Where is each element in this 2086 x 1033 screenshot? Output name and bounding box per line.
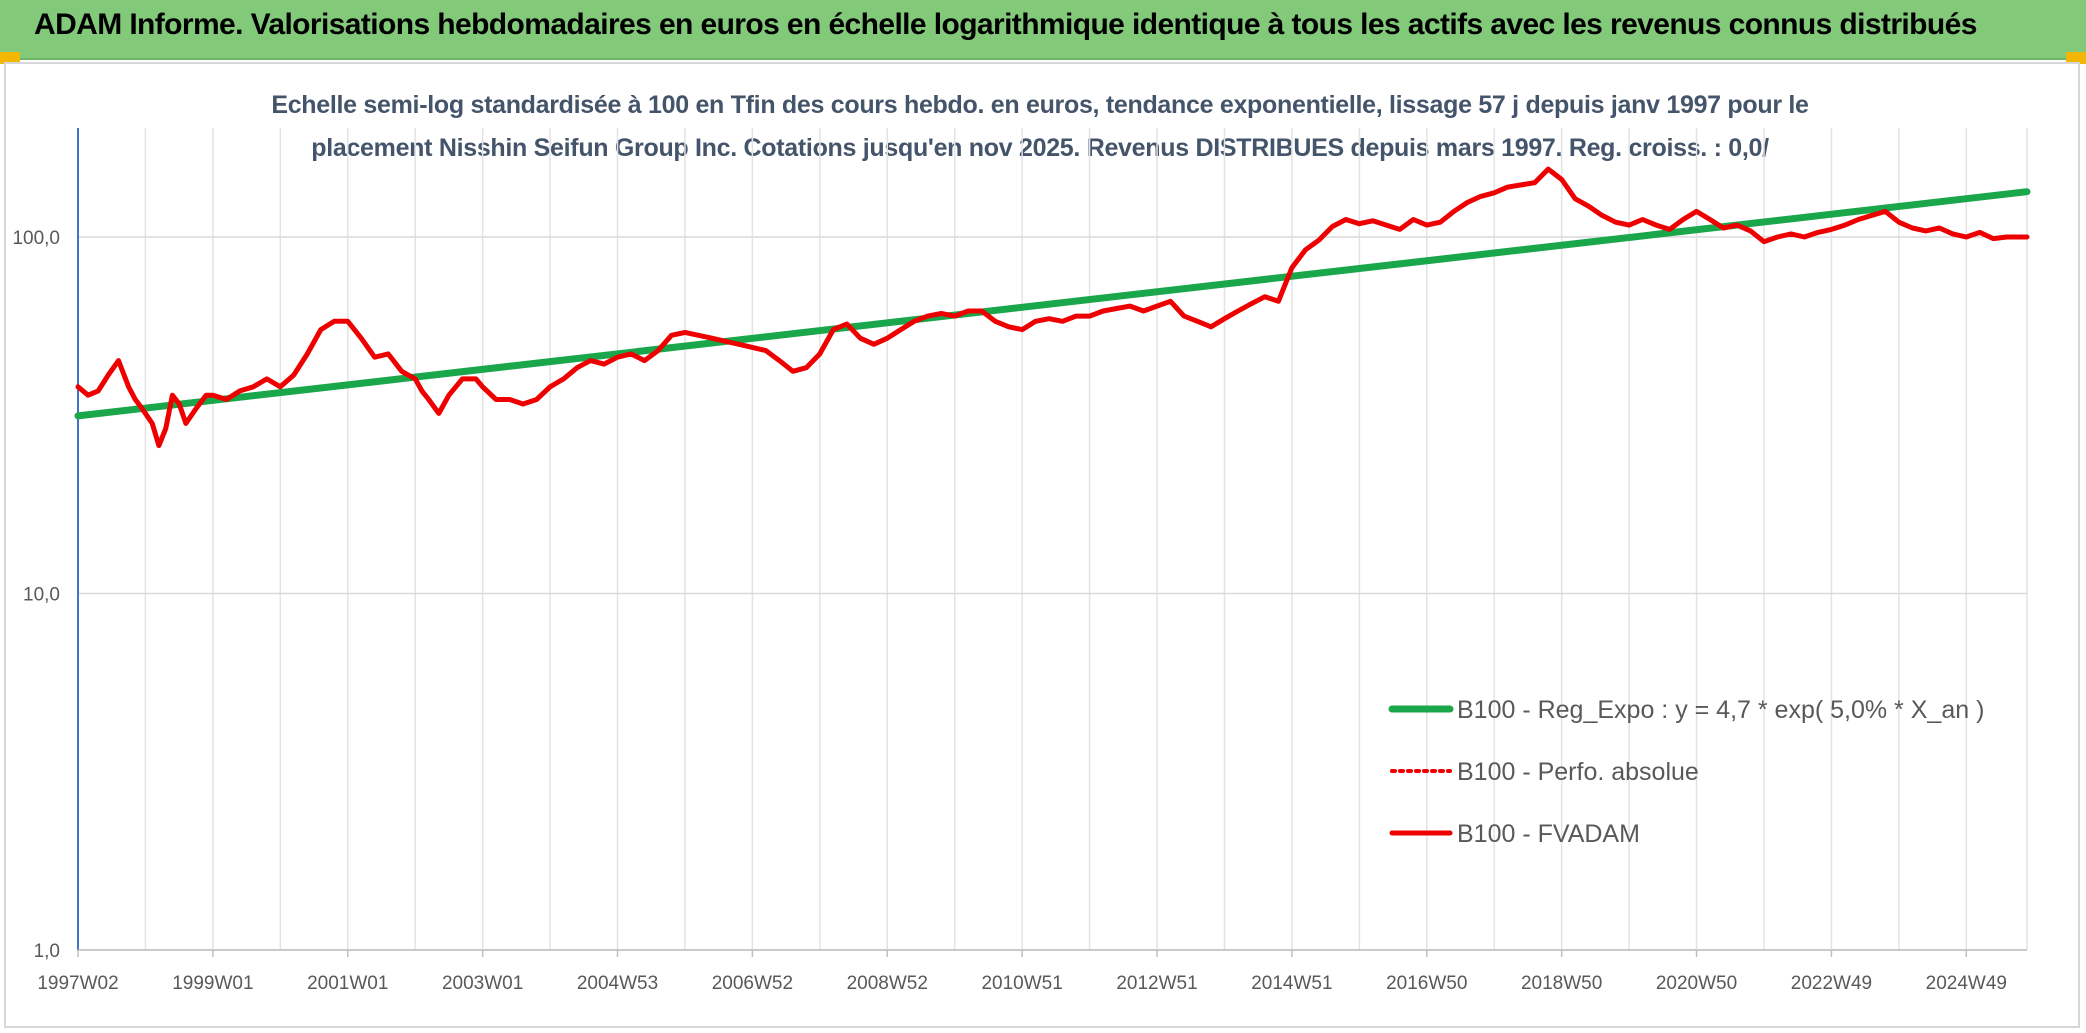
chart-frame [4,62,2080,1028]
x-tick-label: 2020W50 [1656,973,1737,994]
x-tick-label: 2004W53 [577,973,658,994]
x-tick-label: 2006W52 [712,973,793,994]
x-tick-label: 1999W01 [172,973,253,994]
x-tick-label: 2003W01 [442,973,523,994]
x-tick-label: 2010W51 [981,973,1062,994]
x-tick-label: 2016W50 [1386,973,1467,994]
chart-subtitle-line-1: Echelle semi-log standardisée à 100 en T… [271,91,1809,119]
legend: B100 - Reg_Expo : y = 4,7 * exp( 5,0% * … [1388,696,1984,848]
y-tick-label: 1,0 [34,941,60,962]
legend-label: B100 - FVADAM [1457,820,1640,848]
x-tick-label: 2001W01 [307,973,388,994]
price-line [75,166,2030,449]
trend-line [74,188,2031,420]
x-tick-label: 1997W02 [37,973,118,994]
report-banner: ADAM Informe. Valorisations hebdomadaire… [0,0,2086,60]
x-tick-label: 2022W49 [1791,973,1872,994]
legend-label: B100 - Reg_Expo : y = 4,7 * exp( 5,0% * … [1457,696,1984,724]
x-tick-label: 2008W52 [847,973,928,994]
y-tick-label: 10,0 [23,585,60,606]
series-layer [74,166,2031,449]
legend-label: B100 - Perfo. absolue [1457,758,1699,786]
x-tick-label: 2012W51 [1116,973,1197,994]
report-title: ADAM Informe. Valorisations hebdomadaire… [34,8,1977,41]
x-tick-label: 2024W49 [1926,973,2007,994]
corner-marker-left [0,52,20,64]
corner-marker-right [2066,52,2086,64]
chart-subtitle-line-2: placement Nisshin Seifun Group Inc. Cota… [311,134,1769,162]
x-tick-label: 2014W51 [1251,973,1332,994]
x-tick-label: 2018W50 [1521,973,1602,994]
axes: 1,0 10,0 100,0 1997W02 1999W01 2001W01 2003W01… [12,128,2027,994]
grid [77,128,2028,951]
y-tick-label: 100,0 [12,228,60,249]
